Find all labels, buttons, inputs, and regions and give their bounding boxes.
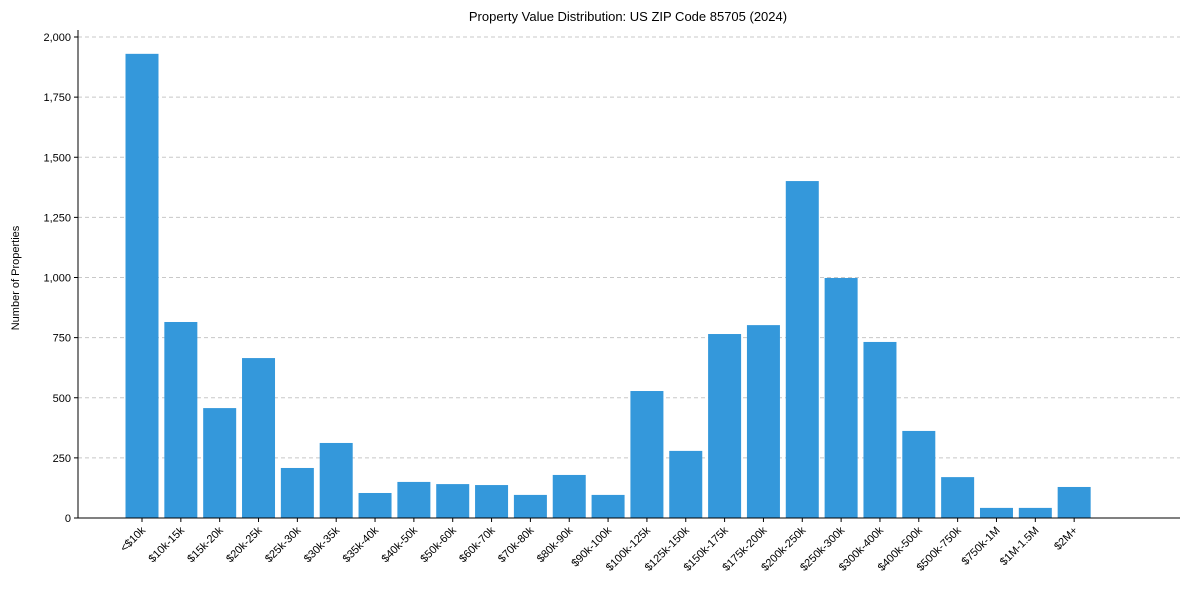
bar [552, 474, 586, 518]
x-tick-label: $2M+ [1052, 525, 1080, 553]
bar [203, 408, 237, 518]
y-tick-label: 250 [53, 453, 71, 465]
x-tick-label: $60k-70k [457, 524, 498, 565]
bar [979, 507, 1013, 518]
bar [863, 341, 897, 518]
bar [164, 321, 198, 518]
bar [513, 494, 547, 518]
x-tick-label: $1M-1.5M [998, 525, 1042, 569]
x-tick-label: $40k-50k [380, 524, 421, 565]
bar [824, 277, 858, 518]
bar [902, 430, 936, 518]
x-tick-label: $80k-90k [535, 524, 576, 565]
bar [785, 181, 819, 518]
bar [746, 325, 780, 518]
bar [1057, 486, 1091, 518]
bar [941, 477, 975, 518]
bar [125, 53, 159, 519]
x-tick-label: $20k-25k [224, 524, 265, 565]
y-tick-label: 1,250 [43, 212, 71, 224]
y-tick-label: 1,500 [43, 152, 71, 164]
x-tick-label: $30k-35k [302, 524, 343, 565]
y-tick-label: 750 [53, 333, 71, 345]
bar [1018, 507, 1052, 518]
bar [436, 484, 470, 518]
bar [475, 485, 509, 518]
bar [397, 481, 431, 518]
y-tick-label: 0 [65, 513, 71, 525]
x-tick-label: $50k-60k [418, 524, 459, 565]
y-tick-label: 1,000 [43, 273, 71, 285]
x-tick-label: $10k-15k [146, 524, 187, 565]
x-tick-label: $750k-1M [960, 525, 1003, 568]
bar [280, 467, 314, 518]
y-tick-label: 2,000 [43, 32, 71, 44]
chart-title: Property Value Distribution: US ZIP Code… [469, 9, 787, 24]
x-tick-label: $15k-20k [185, 524, 226, 565]
bar [319, 442, 353, 518]
bar [358, 492, 392, 518]
bar [630, 391, 664, 518]
x-tick-label: $35k-40k [341, 524, 382, 565]
bar [669, 450, 703, 518]
y-tick-label: 500 [53, 393, 71, 405]
bar [591, 494, 625, 518]
x-tick-label: $25k-30k [263, 524, 304, 565]
y-tick-label: 1,750 [43, 92, 71, 104]
x-tick-label: $70k-80k [496, 524, 537, 565]
y-axis-label: Number of Properties [10, 225, 22, 330]
bar [242, 358, 276, 518]
x-tick-label: <$10k [118, 524, 148, 554]
bar [708, 334, 742, 518]
